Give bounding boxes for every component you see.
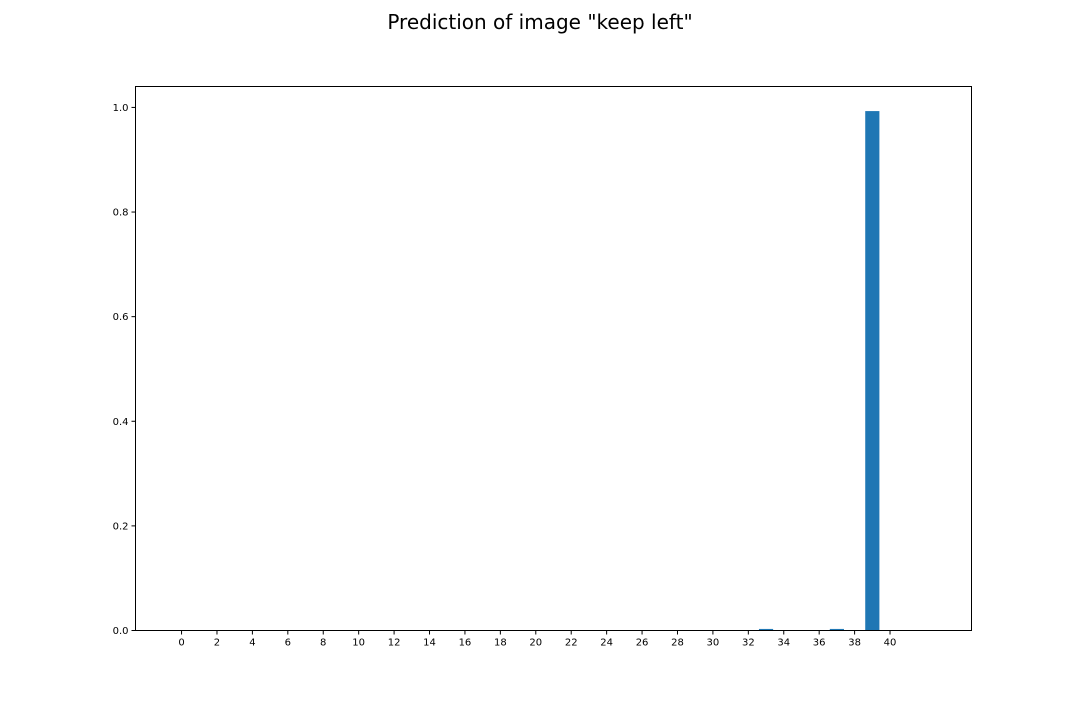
x-tick-label-30: 30 bbox=[707, 638, 720, 649]
bar-33 bbox=[758, 628, 774, 631]
y-axis-ticks: 0.0 0.2 0.4 0.6 0.8 1.0 bbox=[113, 103, 136, 637]
plot-area: 0 2 4 6 8 10 12 14 16 18 20 22 24 26 28 30 32 34 36 38 40 0.… bbox=[113, 86, 972, 649]
x-tick-label-4: 4 bbox=[249, 638, 255, 649]
x-tick-label-8: 8 bbox=[320, 638, 326, 649]
x-tick-label-18: 18 bbox=[494, 638, 507, 649]
x-tick-label-40: 40 bbox=[884, 638, 897, 649]
y-tick-label-0.0: 0.0 bbox=[113, 626, 129, 637]
y-tick-label-0.6: 0.6 bbox=[113, 312, 129, 323]
x-axis-ticks: 0 2 4 6 8 10 12 14 16 18 20 22 24 26 28 30 32 34 36 38 40 bbox=[178, 630, 897, 649]
x-tick-label-12: 12 bbox=[388, 638, 401, 649]
x-tick-label-20: 20 bbox=[529, 638, 542, 649]
y-tick-label-0.8: 0.8 bbox=[113, 208, 129, 219]
axes-frame bbox=[135, 86, 972, 631]
x-tick-label-34: 34 bbox=[777, 638, 790, 649]
bar-37 bbox=[829, 628, 844, 631]
x-tick-label-14: 14 bbox=[423, 638, 436, 649]
x-tick-label-6: 6 bbox=[285, 638, 291, 649]
x-tick-label-16: 16 bbox=[459, 638, 472, 649]
y-tick-label-0.2: 0.2 bbox=[113, 521, 129, 532]
x-tick-label-0: 0 bbox=[178, 638, 184, 649]
chart-title: Prediction of image "keep left" bbox=[387, 10, 692, 34]
y-tick-label-0.4: 0.4 bbox=[113, 417, 129, 428]
bar-39 bbox=[865, 111, 880, 631]
x-tick-label-38: 38 bbox=[848, 638, 861, 649]
x-tick-label-32: 32 bbox=[742, 638, 755, 649]
bars-group bbox=[758, 111, 880, 631]
x-tick-label-24: 24 bbox=[600, 638, 613, 649]
x-tick-label-26: 26 bbox=[636, 638, 649, 649]
x-tick-label-28: 28 bbox=[671, 638, 684, 649]
x-tick-label-22: 22 bbox=[565, 638, 578, 649]
y-tick-label-1.0: 1.0 bbox=[113, 103, 129, 114]
x-tick-label-10: 10 bbox=[352, 638, 365, 649]
x-tick-label-2: 2 bbox=[214, 638, 220, 649]
x-tick-label-36: 36 bbox=[813, 638, 826, 649]
